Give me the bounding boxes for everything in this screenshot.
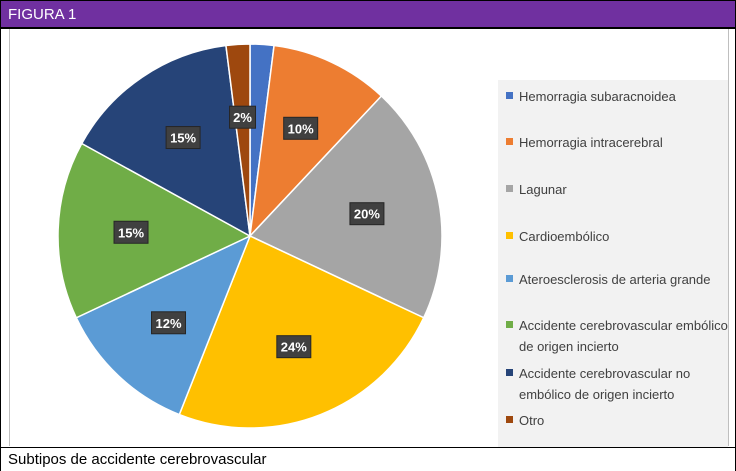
- slice-data-label-4: 24%: [276, 335, 312, 359]
- svg-text:2%: 2%: [233, 110, 252, 125]
- legend-swatch: [506, 369, 513, 376]
- pie-slice-3: [248, 94, 443, 319]
- figure-header: FIGURA 1: [1, 1, 735, 29]
- legend-item-1: Hemorragia subaracnoidea: [506, 86, 729, 107]
- pie-slice-8: [225, 43, 251, 237]
- legend-label: Accidente cerebrovascular embólico de or…: [519, 318, 728, 354]
- legend-label: Cardioembólico: [519, 229, 610, 244]
- slice-data-label-8: 2%: [229, 105, 257, 129]
- legend-swatch: [506, 185, 513, 192]
- legend-label: Ateroesclerosis de arteria grande: [519, 272, 711, 287]
- slice-data-label-6: 15%: [113, 220, 149, 244]
- legend-item-4: Cardioembólico: [506, 226, 729, 247]
- chart-legend: Hemorragia subaracnoidea Hemorragia intra…: [498, 80, 728, 448]
- legend-swatch: [506, 416, 513, 423]
- figure-title: FIGURA 1: [8, 6, 77, 23]
- legend-item-3: Lagunar: [506, 179, 729, 200]
- svg-text:20%: 20%: [354, 207, 380, 222]
- legend-label: Accidente cerebrovascular no embólico de…: [519, 366, 691, 402]
- legend-label: Otro: [519, 413, 545, 428]
- legend-item-8: Otro: [506, 410, 729, 431]
- legend-item-2: Hemorragia intracerebral: [506, 132, 729, 153]
- chart-area: 10% 20% 24% 12% 15% 15% 2% Hemorragia subaracn…: [9, 29, 729, 448]
- pie-chart: 10% 20% 24% 12% 15% 15% 2%: [57, 43, 443, 429]
- svg-text:10%: 10%: [288, 121, 314, 136]
- legend-swatch: [506, 275, 513, 282]
- pie-slice-2: [248, 44, 383, 239]
- slice-data-label-3: 20%: [349, 202, 385, 226]
- legend-label: Lagunar: [519, 182, 567, 197]
- slice-data-label-7: 15%: [165, 126, 201, 150]
- legend-label: Hemorragia intracerebral: [519, 135, 663, 150]
- svg-text:12%: 12%: [155, 316, 181, 331]
- pie-slice-6: [57, 142, 252, 319]
- svg-text:15%: 15%: [118, 225, 144, 240]
- legend-swatch: [506, 92, 513, 99]
- legend-swatch: [506, 232, 513, 239]
- slice-data-label-2: 10%: [283, 116, 319, 140]
- svg-text:15%: 15%: [170, 131, 196, 146]
- legend-swatch: [506, 321, 513, 328]
- legend-label: Hemorragia subaracnoidea: [519, 89, 676, 104]
- svg-text:24%: 24%: [281, 340, 307, 355]
- slice-data-label-5: 12%: [151, 311, 187, 335]
- legend-swatch: [506, 138, 513, 145]
- legend-item-6: Accidente cerebrovascular embólico de or…: [506, 315, 729, 357]
- pie-slice-4: [178, 234, 425, 429]
- legend-item-7: Accidente cerebrovascular no embólico de…: [506, 363, 729, 405]
- legend-item-5: Ateroesclerosis de arteria grande: [506, 269, 729, 290]
- figure-caption: Subtipos de accidente cerebrovascular: [8, 451, 267, 468]
- caption-bar: Subtipos de accidente cerebrovascular: [1, 447, 735, 471]
